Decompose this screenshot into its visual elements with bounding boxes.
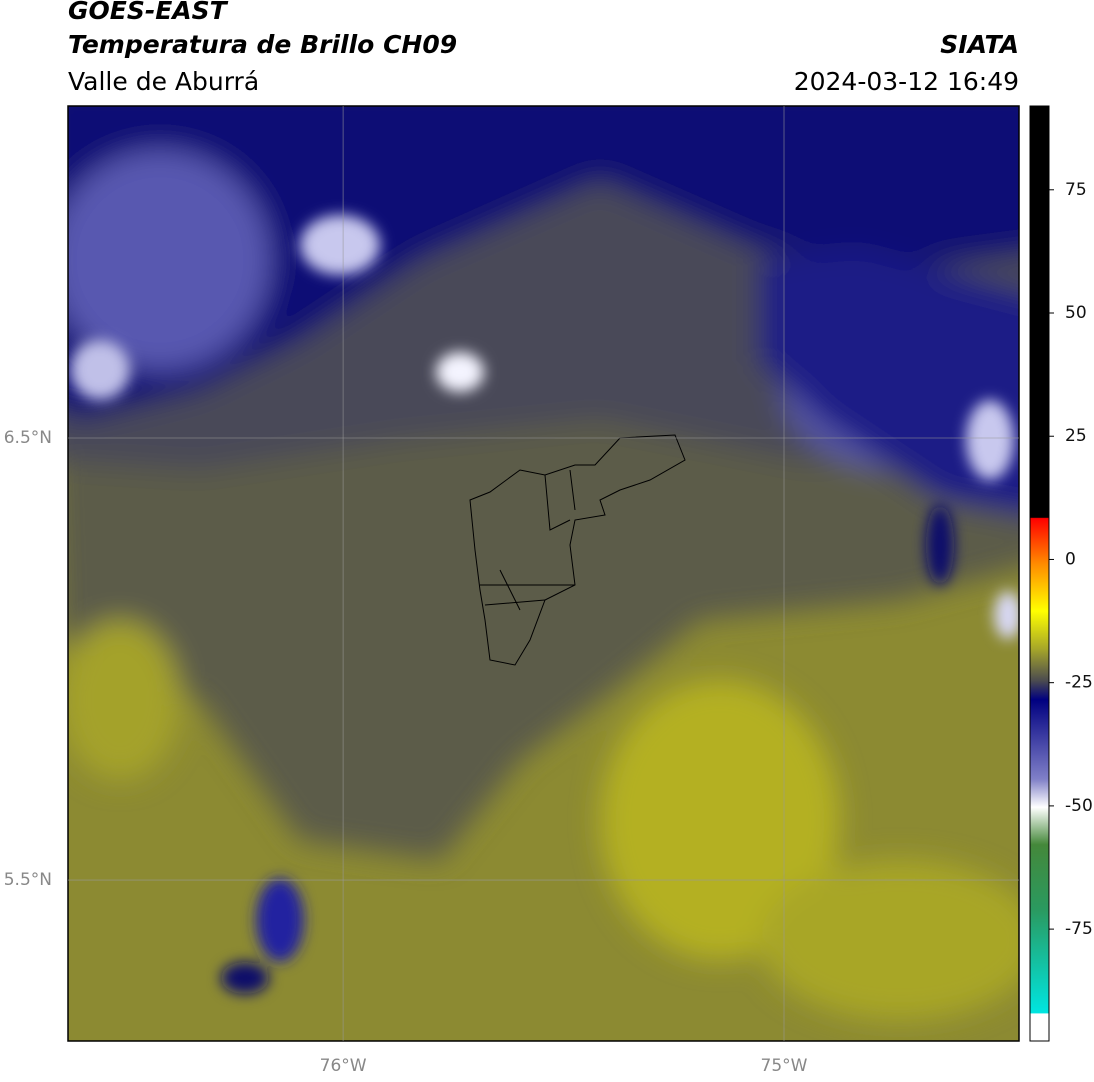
title: GOES-EAST <box>68 0 229 25</box>
colorbar <box>1029 105 1050 1042</box>
datetime: 2024-03-12 16:49 <box>794 67 1019 96</box>
colorbar-tick-label: 50 <box>1065 303 1087 323</box>
subtitle: Temperatura de Brillo CH09 <box>68 30 457 59</box>
lat-label: 6.5°N <box>4 428 52 448</box>
lat-label: 5.5°N <box>4 870 52 890</box>
colorbar-tick-label: -75 <box>1065 919 1093 939</box>
map-image <box>68 106 1019 1041</box>
lon-label: 76°W <box>320 1056 367 1076</box>
lon-label: 75°W <box>761 1056 808 1076</box>
map-frame <box>67 105 1020 1042</box>
region: Valle de Aburrá <box>68 67 259 96</box>
colorbar-tick-label: -25 <box>1065 673 1093 693</box>
colorbar-tick-label: -50 <box>1065 796 1093 816</box>
colorbar-tick-label: 75 <box>1065 180 1087 200</box>
colorbar-tick-label: 0 <box>1065 549 1076 569</box>
colorbar-tick-label: 25 <box>1065 426 1087 446</box>
source: SIATA <box>940 30 1019 59</box>
